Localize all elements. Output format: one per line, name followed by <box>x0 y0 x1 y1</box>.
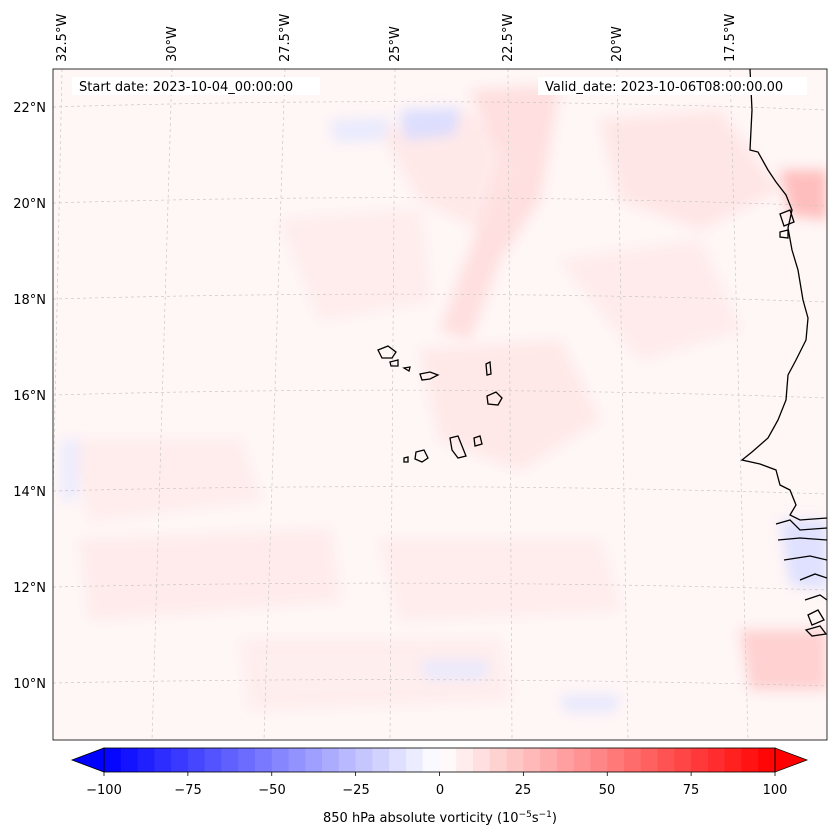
cb-tick-label: 0 <box>436 783 444 798</box>
cb-tick-label: −100 <box>86 783 122 798</box>
colorbar-segment <box>288 748 306 772</box>
cb-tick-label: 100 <box>763 783 788 798</box>
colorbar-segment <box>624 748 642 772</box>
colorbar-segment <box>405 748 424 772</box>
colorbar-segments <box>104 748 776 772</box>
colorbar-segment <box>204 748 222 772</box>
cb-tick-label: 25 <box>515 783 532 798</box>
lon-label: 27.5°W <box>278 14 293 62</box>
colorbar-title: 850 hPa absolute vorticity (10−5s−1) <box>323 810 557 826</box>
colorbar-segment <box>724 748 742 772</box>
cb-tick-label: −75 <box>174 783 201 798</box>
lon-label: 22.5°W <box>501 14 516 62</box>
cape-verde-sal <box>485 360 492 376</box>
lat-label: 10°N <box>13 677 46 692</box>
lat-label: 16°N <box>13 389 46 404</box>
valid-date-box <box>538 77 807 95</box>
colorbar-segment <box>238 748 256 772</box>
cape-verde-brava <box>403 456 409 463</box>
colorbar-title-main: 850 hPa absolute vorticity (10 <box>323 811 519 826</box>
map-panel <box>52 68 828 741</box>
colorbar-segment <box>338 748 357 772</box>
colorbar-segment <box>758 748 776 772</box>
colorbar-segment <box>674 748 692 772</box>
colorbar-segment <box>389 748 407 772</box>
lat-label: 14°N <box>13 485 46 500</box>
colorbar-segment <box>489 748 508 772</box>
longitude-labels: 32.5°W 30°W 27.5°W 25°W 22.5°W 20°W 17.5… <box>55 14 738 62</box>
colorbar-segment <box>473 748 491 772</box>
cb-tick-label: 75 <box>683 783 700 798</box>
lon-label: 20°W <box>610 26 625 62</box>
latitude-labels: 22°N 20°N 18°N 16°N 14°N 12°N 10°N <box>13 101 46 692</box>
colorbar-extend-max <box>774 747 809 773</box>
colorbar: −100 −75 −50 −25 0 25 50 75 100 850 hPa … <box>70 747 809 826</box>
valid-date-text: Valid_date: 2023-10-06T08:00:00.00 <box>545 80 783 95</box>
colorbar-title-sup1: −5 <box>519 810 532 820</box>
date-annotations: Start date: 2023-10-04_00:00:00 Valid_da… <box>72 77 807 95</box>
cape-verde-maio <box>473 435 483 447</box>
cape-verde-fogo <box>414 449 429 463</box>
colorbar-segment <box>372 748 390 772</box>
colorbar-segment <box>104 748 122 772</box>
colorbar-segment <box>187 748 206 772</box>
colorbar-segment <box>305 748 323 772</box>
lon-label: 30°W <box>165 26 180 62</box>
cape-verde-boa-vista <box>486 391 503 406</box>
lon-label: 25°W <box>388 26 403 62</box>
cb-tick-label: 50 <box>599 783 616 798</box>
colorbar-segment <box>120 748 139 772</box>
start-date-box <box>72 77 320 95</box>
colorbar-segment <box>506 748 524 772</box>
start-date-text: Start date: 2023-10-04_00:00:00 <box>79 80 293 95</box>
colorbar-ticks <box>103 772 776 776</box>
colorbar-segment <box>573 748 591 772</box>
colorbar-segment <box>171 748 189 772</box>
graticule <box>53 69 827 740</box>
colorbar-segment <box>322 748 340 772</box>
lon-label: 32.5°W <box>55 14 70 62</box>
cape-verde-santo-antao <box>377 345 397 359</box>
colorbar-segment <box>137 748 155 772</box>
colorbar-segment <box>154 748 172 772</box>
colorbar-segment <box>556 748 575 772</box>
lat-label: 22°N <box>13 101 46 116</box>
colorbar-segment <box>640 748 659 772</box>
lat-label: 12°N <box>13 581 46 596</box>
colorbar-extend-min <box>70 747 105 773</box>
lat-label: 18°N <box>13 293 46 308</box>
vorticity-field <box>60 85 827 712</box>
colorbar-tick-labels: −100 −75 −50 −25 0 25 50 75 100 <box>86 783 787 798</box>
coastlines <box>377 69 827 637</box>
colorbar-segment <box>707 748 726 772</box>
colorbar-title-sup2: −1 <box>539 810 552 820</box>
colorbar-segment <box>691 748 709 772</box>
cb-tick-label: −25 <box>342 783 369 798</box>
colorbar-title-mid: s <box>532 811 539 826</box>
colorbar-segment <box>422 748 440 772</box>
cape-verde-sao-vicente <box>389 359 399 367</box>
colorbar-segment <box>590 748 608 772</box>
colorbar-segment <box>271 748 290 772</box>
cape-verde-santiago <box>449 435 467 459</box>
colorbar-segment <box>439 748 457 772</box>
map-frame <box>52 68 828 741</box>
colorbar-segment <box>254 748 273 772</box>
colorbar-segment <box>221 748 239 772</box>
colorbar-segment <box>657 748 675 772</box>
cb-tick-label: −50 <box>258 783 285 798</box>
africa-coastline <box>740 69 827 521</box>
colorbar-title-end: ) <box>552 811 557 826</box>
colorbar-segment <box>456 748 474 772</box>
colorbar-segment <box>523 748 541 772</box>
cape-verde-sao-nicolau <box>419 371 440 381</box>
colorbar-segment <box>540 748 558 772</box>
colorbar-segment <box>741 748 759 772</box>
colorbar-segment <box>355 748 373 772</box>
colorbar-segment <box>607 748 625 772</box>
lat-label: 20°N <box>13 197 46 212</box>
lon-label: 17.5°W <box>723 14 738 62</box>
